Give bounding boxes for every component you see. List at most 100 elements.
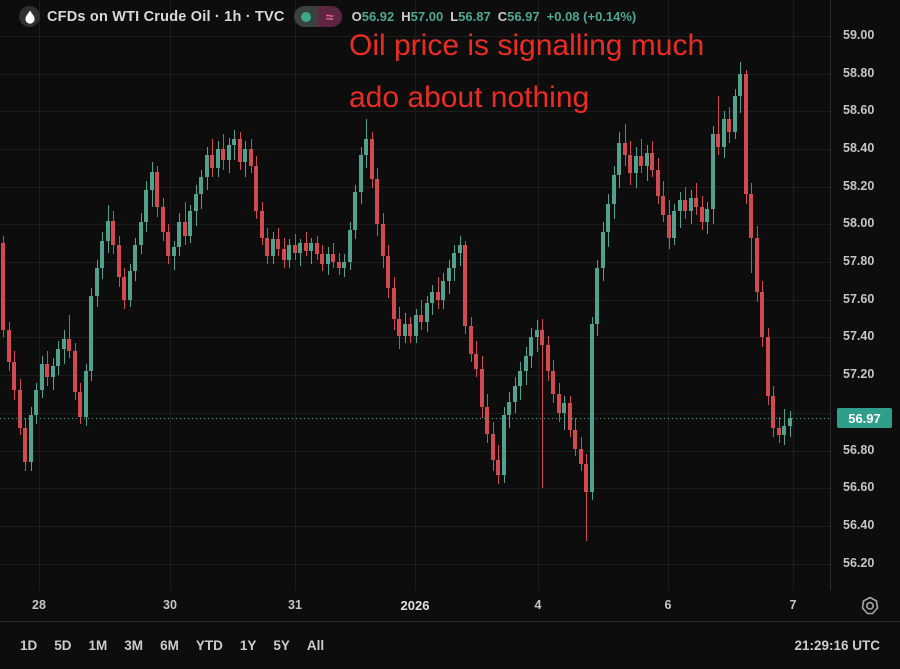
candle-up <box>507 402 511 415</box>
price-tick-label: 57.40 <box>843 329 875 344</box>
candle-down <box>463 245 467 326</box>
candle-down <box>568 403 572 430</box>
candle-up <box>150 172 154 190</box>
close-label: C <box>497 9 508 24</box>
time-tick-label: 7 <box>789 598 797 612</box>
range-button-5y[interactable]: 5Y <box>273 638 290 653</box>
candle-up <box>56 349 60 366</box>
candle-down <box>238 139 242 162</box>
candle-up <box>788 418 792 426</box>
candle-down <box>656 170 660 196</box>
range-button-6m[interactable]: 6M <box>160 638 179 653</box>
range-button-5d[interactable]: 5D <box>54 638 72 653</box>
time-tick-label: 4 <box>534 598 542 612</box>
candle-up <box>40 364 44 390</box>
candle-down <box>623 143 627 155</box>
candle-wick <box>69 315 70 358</box>
range-button-ytd[interactable]: YTD <box>195 638 223 653</box>
candle-up <box>34 390 38 415</box>
candle-up <box>733 96 737 132</box>
candle-down <box>755 238 759 292</box>
candle-up <box>447 268 451 281</box>
candle-down <box>540 330 544 345</box>
price-tick-label: 58.60 <box>843 103 875 118</box>
chart-header: CFDs on WTI Crude Oil · 1h · TVC ≈ O56.9… <box>19 4 636 29</box>
candle-down <box>45 364 49 377</box>
candle-up <box>106 221 110 241</box>
candle-up <box>51 366 55 377</box>
candle-down <box>249 149 253 166</box>
time-axis[interactable]: 28 30 31 2026 4 6 7 <box>0 590 900 622</box>
candle-up <box>144 190 148 222</box>
low-value: 56.87 <box>458 9 491 24</box>
candle-up <box>590 324 594 492</box>
candle-up <box>782 426 786 435</box>
open-value: 56.92 <box>361 9 395 24</box>
candle-down <box>315 243 319 254</box>
scale-settings-icon[interactable] <box>858 594 882 618</box>
candle-up <box>430 292 434 303</box>
candle-up <box>309 243 313 251</box>
price-tick-label: 57.60 <box>843 291 875 306</box>
candle-down <box>78 392 82 417</box>
candle-down <box>392 288 396 319</box>
dot-indicator-button[interactable] <box>293 6 318 27</box>
candle-up <box>364 139 368 155</box>
price-axis[interactable]: 56.97 59.00 58.80 58.60 58.40 58.20 58.00 57.8… <box>830 0 900 590</box>
price-tick-label: 56.20 <box>843 555 875 570</box>
candlestick-chart[interactable] <box>0 0 830 590</box>
range-button-1m[interactable]: 1M <box>88 638 108 653</box>
time-tick-label: 6 <box>664 598 672 612</box>
candle-down <box>469 326 473 354</box>
time-tick-label: 31 <box>288 598 302 612</box>
bottom-toolbar: 1D 5D 1M 3M 6M YTD 1Y 5Y All 21:29:16 UTC <box>0 622 900 669</box>
candle-down <box>183 222 187 236</box>
candle-down <box>436 292 440 300</box>
wave-button[interactable]: ≈ <box>317 6 342 27</box>
candle-down <box>700 207 704 222</box>
last-price-badge: 56.97 <box>837 408 892 429</box>
price-tick-label: 57.20 <box>843 367 875 382</box>
price-tick-label: 58.40 <box>843 140 875 155</box>
candle-down <box>210 155 214 168</box>
open-label: O <box>351 9 362 24</box>
candle-up <box>29 415 33 462</box>
candle-up <box>689 198 693 211</box>
candle-up <box>128 271 132 300</box>
time-tick-label: 2026 <box>400 598 430 613</box>
price-tick-label: 57.80 <box>843 254 875 268</box>
candle-up <box>601 232 605 268</box>
range-button-all[interactable]: All <box>306 638 325 653</box>
candle-up <box>678 200 682 211</box>
candle-down <box>12 362 16 390</box>
price-tick-label: 58.80 <box>843 65 875 80</box>
candle-up <box>645 153 649 166</box>
price-tick-label: 59.00 <box>843 27 875 42</box>
candle-down <box>7 330 11 362</box>
candle-down <box>67 339 71 351</box>
candle-down <box>370 139 374 179</box>
candle-down <box>260 211 264 238</box>
candle-down <box>23 428 27 462</box>
candle-up <box>524 356 528 371</box>
range-button-1y[interactable]: 1Y <box>239 638 257 653</box>
candle-up <box>535 330 539 337</box>
candle-down <box>18 390 22 428</box>
candle-up <box>348 230 352 262</box>
candle-up <box>722 119 726 147</box>
price-tick-label: 58.00 <box>843 216 875 231</box>
range-button-1d[interactable]: 1D <box>20 638 38 653</box>
candle-down <box>667 215 671 238</box>
candle-up <box>672 211 676 238</box>
dot-indicator-icon <box>300 11 311 22</box>
symbol-title[interactable]: CFDs on WTI Crude Oil · 1h · TVC <box>47 8 285 25</box>
annotation-text: Oil price is signalling much ado about n… <box>349 20 704 124</box>
candle-down <box>661 196 665 215</box>
candle-down <box>304 243 308 251</box>
range-button-3m[interactable]: 3M <box>124 638 144 653</box>
chart-style-toggle: ≈ <box>293 6 342 27</box>
candle-down <box>265 238 269 256</box>
price-tick-label: 56.80 <box>843 442 875 457</box>
candlestick-canvas[interactable] <box>0 0 830 590</box>
